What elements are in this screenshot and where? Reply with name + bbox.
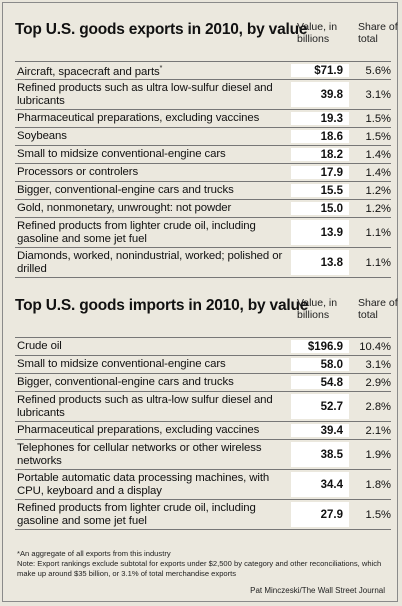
exports-item-share: 1.4% [365, 166, 392, 179]
imports-title: Top U.S. goods imports in 2010, by value [15, 297, 309, 314]
imports-table-row: Refined products such as ultra-low sulfu… [15, 392, 391, 422]
imports-item-value: 27.9 [291, 502, 349, 527]
imports-table-row: Refined products from lighter crude oil,… [15, 500, 391, 530]
exports-item-value: 13.8 [291, 250, 349, 275]
exports-item-label: Gold, nonmonetary, unwrought: not powder [17, 202, 232, 214]
imports-item-label: Refined products from lighter crude oil,… [17, 501, 256, 527]
exports-item-value: 18.6 [291, 130, 349, 143]
exports-header: Top U.S. goods exports in 2010, by value… [15, 21, 398, 61]
exports-item-share: 5.6% [365, 64, 392, 77]
imports-item-share: 2.1% [365, 424, 392, 437]
imports-item-value: 54.8 [291, 376, 349, 389]
imports-item-value: 58.0 [291, 358, 349, 371]
exports-item-value: 19.3 [291, 112, 349, 125]
note: Note: Export rankings exclude subtotal f… [17, 558, 382, 578]
imports-item-share: 1.9% [365, 448, 392, 461]
exports-item-share: 1.2% [365, 202, 392, 215]
imports-table: Crude oil $196.9 10.4% Small to midsize con… [15, 337, 391, 530]
imports-table-row: Telephones for cellular networks or othe… [15, 440, 391, 470]
exports-item-share: 1.4% [365, 148, 392, 161]
exports-item-label: Aircraft, spacecraft and parts* [17, 65, 163, 78]
imports-item-label: Crude oil [17, 340, 62, 352]
exports-item-label: Pharmaceutical preparations, excluding v… [17, 112, 260, 124]
imports-item-label: Portable automatic data processing machi… [17, 471, 270, 497]
exports-share-column-header: Share of total [358, 21, 398, 45]
exports-table-row: Diamonds, worked, nonindustrial, worked;… [15, 248, 391, 278]
imports-item-label: Pharmaceutical preparations, excluding v… [17, 424, 260, 436]
exports-table-row: Refined products from lighter crude oil,… [15, 218, 391, 248]
imports-section: Top U.S. goods imports in 2010, by value… [15, 297, 398, 530]
exports-item-value: 13.9 [291, 220, 349, 245]
exports-item-label: Refined products from lighter crude oil,… [17, 219, 256, 245]
exports-item-share: 1.1% [365, 226, 392, 239]
imports-table-row: Small to midsize conventional-engine car… [15, 356, 391, 374]
imports-item-share: 3.1% [365, 358, 392, 371]
imports-share-column-header: Share of total [358, 297, 398, 321]
exports-item-label: Small to midsize conventional-engine car… [17, 148, 226, 160]
imports-item-share: 1.5% [365, 508, 392, 521]
exports-item-label: Processors or controlers [17, 166, 139, 178]
exports-item-value: $71.9 [291, 64, 349, 77]
exports-table-row: Small to midsize conventional-engine car… [15, 146, 391, 164]
exports-value-column-header: Value, in billions [297, 21, 338, 45]
imports-item-share: 10.4% [359, 340, 391, 353]
imports-item-share: 2.9% [365, 376, 392, 389]
exports-table: Aircraft, spacecraft and parts* $71.9 5.6%… [15, 61, 391, 278]
exports-item-value: 17.9 [291, 166, 349, 179]
exports-table-row: Soybeans 18.6 1.5% [15, 128, 391, 146]
exports-item-label: Soybeans [17, 130, 67, 142]
exports-section: Top U.S. goods exports in 2010, by value… [15, 21, 398, 278]
imports-item-value: $196.9 [291, 340, 349, 353]
exports-item-value: 18.2 [291, 148, 349, 161]
imports-header: Top U.S. goods imports in 2010, by value… [15, 297, 398, 337]
notes-block: *An aggregate of all exports from this i… [17, 549, 393, 578]
credit: Pat Minczeski/The Wall Street Journal [250, 586, 385, 595]
imports-item-value: 52.7 [291, 394, 349, 419]
footnote: *An aggregate of all exports from this i… [17, 549, 171, 558]
imports-table-row: Bigger, conventional-engine cars and tru… [15, 374, 391, 392]
exports-item-share: 1.5% [365, 112, 392, 125]
exports-item-label: Diamonds, worked, nonindustrial, worked;… [17, 249, 283, 275]
exports-table-row: Bigger, conventional-engine cars and tru… [15, 182, 391, 200]
imports-value-column-header: Value, in billions [297, 297, 338, 321]
imports-table-row: Portable automatic data processing machi… [15, 470, 391, 500]
footnote-marker: * [159, 65, 163, 73]
exports-title: Top U.S. goods exports in 2010, by value [15, 21, 308, 38]
exports-table-row: Pharmaceutical preparations, excluding v… [15, 110, 391, 128]
exports-item-share: 1.2% [365, 184, 392, 197]
exports-item-value: 39.8 [291, 82, 349, 107]
imports-table-row: Pharmaceutical preparations, excluding v… [15, 422, 391, 440]
exports-item-value: 15.5 [291, 184, 349, 197]
imports-item-label: Bigger, conventional-engine cars and tru… [17, 376, 234, 388]
exports-item-share: 1.5% [365, 130, 392, 143]
imports-item-share: 1.8% [365, 478, 392, 491]
exports-table-row: Gold, nonmonetary, unwrought: not powder… [15, 200, 391, 218]
exports-item-share: 1.1% [365, 256, 392, 269]
imports-item-label: Telephones for cellular networks or othe… [17, 441, 262, 467]
exports-item-label: Bigger, conventional-engine cars and tru… [17, 184, 234, 196]
exports-item-value: 15.0 [291, 202, 349, 215]
exports-table-row: Aircraft, spacecraft and parts* $71.9 5.6% [15, 62, 391, 80]
imports-item-value: 38.5 [291, 442, 349, 467]
exports-item-share: 3.1% [365, 88, 392, 101]
exports-table-row: Refined products such as ultra low-sulfu… [15, 80, 391, 110]
imports-item-label: Small to midsize conventional-engine car… [17, 358, 226, 370]
imports-item-value: 34.4 [291, 472, 349, 497]
imports-item-value: 39.4 [291, 424, 349, 437]
exports-item-label: Refined products such as ultra low-sulfu… [17, 81, 273, 107]
imports-item-label: Refined products such as ultra-low sulfu… [17, 393, 273, 419]
imports-item-share: 2.8% [365, 400, 392, 413]
imports-table-row: Crude oil $196.9 10.4% [15, 338, 391, 356]
graphic-frame: Top U.S. goods exports in 2010, by value… [2, 2, 398, 602]
exports-table-row: Processors or controlers 17.9 1.4% [15, 164, 391, 182]
